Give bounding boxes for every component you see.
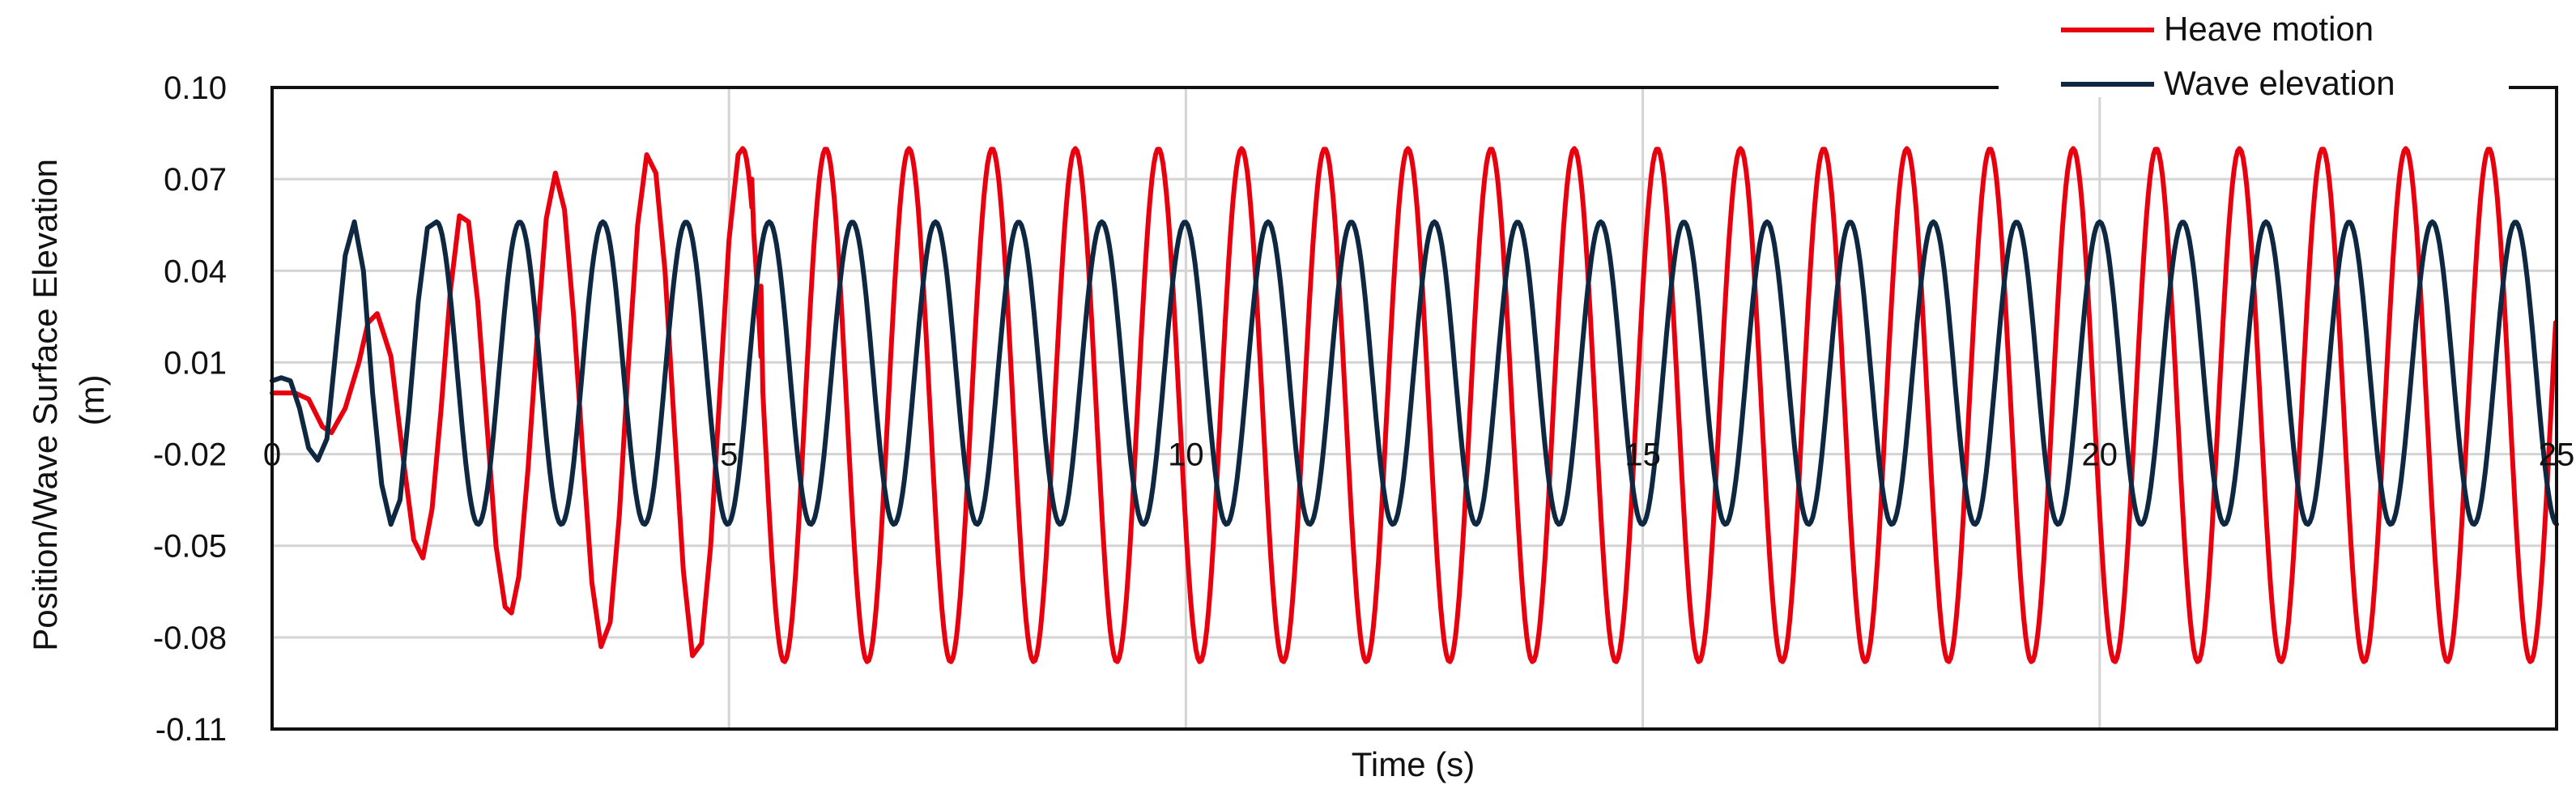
x-tick-label: 0 [263,437,281,473]
x-tick-label: 15 [1624,437,1661,473]
series-line-heave-motion [270,146,2558,664]
legend: Heave motion Wave elevation [1999,0,2509,102]
y-tick-label: 0.01 [164,345,227,381]
x-tick-label: 10 [1168,437,1204,473]
x-axis-title: Time (s) [1352,745,1475,783]
x-tick-label: 25 [2539,437,2575,473]
y-tick-label: 0.10 [164,70,227,106]
y-tick-label: 0.04 [164,254,227,289]
x-tick-label: 5 [720,437,738,473]
y-axis-title: Position/Wave Surface Elevation (m) [26,149,111,650]
legend-background [1999,0,2509,97]
legend-label-wave-elevation: Wave elevation [2164,64,2395,102]
series-layer [270,146,2559,664]
y-tick-label: -0.08 [153,620,227,656]
legend-label-heave-motion: Heave motion [2164,10,2374,48]
y-tick-label: -0.05 [153,529,227,565]
x-tick-label: 20 [2082,437,2118,473]
y-axis-title-line2: (m) [73,375,111,426]
y-tick-labels: 0.10 0.07 0.04 0.01 -0.02 -0.05 -0.08 -0.11 [153,70,227,748]
x-tick-labels: 0 5 10 15 20 25 [263,437,2574,473]
y-tick-label: 0.07 [164,162,227,198]
plot-frame [270,86,2558,731]
grid-layer [272,86,2557,731]
y-axis-title-line1: Position/Wave Surface Elevation [26,159,64,651]
series-line-wave-elevation [270,219,2559,527]
y-tick-label: -0.02 [153,437,227,473]
y-tick-label: -0.11 [155,712,227,748]
